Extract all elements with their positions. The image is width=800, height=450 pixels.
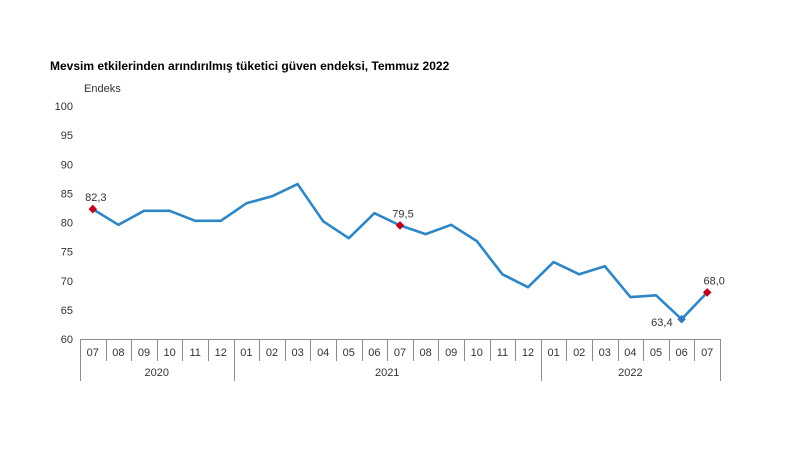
- data-point-2021-03: [296, 182, 299, 186]
- y-tick-label-100: 100: [55, 101, 73, 113]
- x-axis: 07 08 09 10 11 12 2020 01 02 03 04 05 06 07 08 09 10 11 12…: [80, 339, 721, 381]
- y-tick-label-95: 95: [61, 130, 73, 142]
- data-point-2022-03: [603, 265, 606, 268]
- data-point-2020-10: [168, 209, 171, 212]
- data-point-2022-01: [552, 260, 555, 264]
- x-tick-label-2021-06: 06: [368, 347, 380, 359]
- data-label-2021-07: 79,5: [392, 208, 413, 220]
- year-label-2020: 2020: [145, 367, 169, 379]
- data-point-2021-02: [270, 195, 274, 198]
- x-tick-label-2020-12: 12: [215, 347, 227, 359]
- data-point-2021-01: [245, 202, 248, 205]
- data-labels-layer: 82,3 79,5 63,4 68,0: [85, 192, 725, 329]
- x-tick-label-2022-03: 03: [599, 347, 611, 359]
- y-axis-ticks: 100 95 90 85 80 75 70 65 60: [55, 101, 73, 346]
- x-tick-label-2022-01: 01: [547, 347, 559, 359]
- data-point-2021-04: [322, 220, 325, 223]
- data-point-2020-11: [194, 219, 197, 222]
- data-point-2021-11: [501, 273, 504, 276]
- data-point-2020-09: [142, 209, 146, 212]
- x-tick-label-2021-05: 05: [343, 347, 355, 359]
- x-tick-label-2021-07: 07: [394, 347, 406, 359]
- data-point-2021-09: [450, 223, 453, 226]
- x-tick-label-2021-11: 11: [497, 347, 508, 359]
- data-point-2021-08: [424, 232, 427, 236]
- x-tick-label-2021-10: 10: [471, 347, 483, 359]
- x-tick-label-2021-04: 04: [317, 347, 329, 359]
- x-tick-label-2022-05: 05: [650, 347, 662, 359]
- x-tick-label-2021-03: 03: [291, 347, 303, 359]
- data-point-2022-04: [629, 295, 632, 299]
- x-tick-label-2020-10: 10: [163, 347, 175, 359]
- y-tick-label-60: 60: [61, 334, 73, 346]
- data-label-2022-06: 63,4: [651, 317, 672, 329]
- x-tick-label-2021-09: 09: [445, 347, 457, 359]
- y-tick-label-85: 85: [61, 188, 73, 200]
- series-line: [91, 182, 709, 321]
- x-tick-label-2021-01: 01: [240, 347, 252, 359]
- highlight-marker-2022-07: [702, 288, 712, 297]
- x-tick-label-2022-06: 06: [675, 347, 687, 359]
- series-layer: [91, 182, 709, 321]
- year-label-2022: 2022: [618, 367, 642, 379]
- data-point-2022-02: [578, 273, 581, 276]
- chart-title: Mevsim etkilerinden arındırılmış tüketic…: [50, 59, 450, 73]
- highlight-marker-2022-06: [677, 314, 686, 324]
- data-point-2020-08: [117, 223, 120, 226]
- y-tick-label-70: 70: [61, 276, 73, 288]
- x-tick-label-2022-07: 07: [701, 347, 713, 359]
- y-tick-label-80: 80: [61, 218, 73, 230]
- x-tick-label-2020-07: 07: [87, 347, 99, 359]
- x-tick-label-2021-02: 02: [266, 347, 278, 359]
- data-label-2020-07: 82,3: [85, 192, 106, 204]
- year-label-2021: 2021: [375, 367, 399, 379]
- data-point-2021-06: [373, 212, 376, 215]
- data-point-2021-12: [526, 286, 530, 289]
- x-tick-label-2022-04: 04: [624, 347, 636, 359]
- x-tick-label-2020-08: 08: [112, 347, 124, 359]
- data-point-2022-05: [654, 294, 658, 297]
- data-point-2021-10: [475, 239, 478, 243]
- y-axis-title: Endeks: [84, 83, 121, 95]
- highlight-marker-2020-07: [88, 204, 98, 214]
- data-label-2022-07: 68,0: [703, 275, 724, 287]
- highlight-marker-2021-07: [395, 221, 405, 230]
- y-tick-label-90: 90: [61, 159, 73, 171]
- data-point-2021-05: [347, 237, 350, 240]
- data-point-2020-12: [219, 219, 222, 222]
- x-tick-label-2021-12: 12: [522, 347, 534, 359]
- y-tick-label-65: 65: [61, 305, 73, 317]
- x-tick-label-2021-08: 08: [419, 347, 431, 359]
- x-tick-label-2020-09: 09: [138, 347, 150, 359]
- y-tick-label-75: 75: [61, 247, 73, 259]
- x-tick-label-2020-11: 11: [189, 347, 200, 359]
- x-tick-label-2022-02: 02: [573, 347, 585, 359]
